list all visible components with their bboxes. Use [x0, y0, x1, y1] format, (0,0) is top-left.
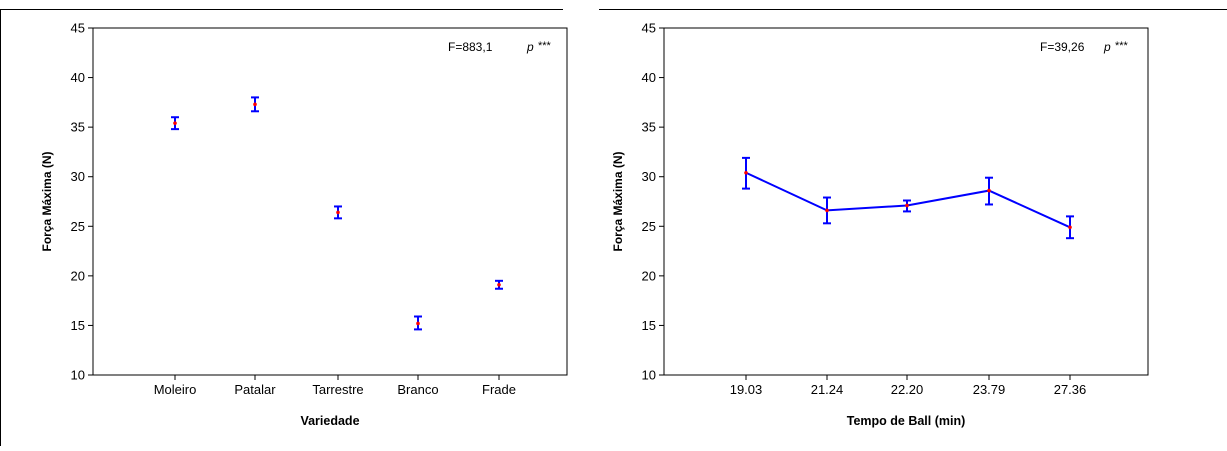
- x-axis-label: Tempo de Ball (min): [847, 414, 966, 428]
- y-tick-label: 20: [71, 268, 85, 283]
- data-point: [253, 102, 257, 107]
- data-point: [1068, 225, 1072, 230]
- y-tick-label: 45: [642, 21, 656, 36]
- x-tick-label: Tarrestre: [312, 382, 363, 397]
- plot-area: [92, 27, 568, 376]
- x-tick-label: 27.36: [1054, 382, 1087, 397]
- y-axis-label: Força Máxima (N): [611, 151, 625, 251]
- y-axis: 10 15 20 25 30 35 40 45: [71, 21, 93, 383]
- y-tick-label: 40: [642, 70, 656, 85]
- y-axis-label: Força Máxima (N): [40, 151, 54, 251]
- p-label: p: [1103, 40, 1111, 54]
- data-marks: [171, 96, 503, 331]
- y-tick-label: 35: [642, 120, 656, 135]
- x-axis-label: Variedade: [300, 414, 359, 428]
- y-tick-label: 30: [642, 169, 656, 184]
- x-tick-label: 23.79: [973, 382, 1006, 397]
- f-statistic: F=883,1: [448, 40, 493, 54]
- x-tick-label: 19.03: [730, 382, 763, 397]
- data-point: [336, 210, 340, 215]
- y-tick-label: 25: [642, 219, 656, 234]
- f-statistic: F=39,26: [1040, 40, 1085, 54]
- x-tick-label: 21.24: [811, 382, 844, 397]
- chart-panel-tempo-de-ball: 10 15 20 25 30 35 40 45 19.03 21.24 22.20 23.79 27.…: [611, 21, 1149, 428]
- x-tick-label: Moleiro: [154, 382, 197, 397]
- x-tick-label: Branco: [397, 382, 438, 397]
- y-tick-label: 10: [642, 368, 656, 383]
- data-point: [825, 208, 829, 213]
- significance-stars: ***: [538, 40, 552, 52]
- y-tick-label: 45: [71, 21, 85, 36]
- p-label: p: [526, 40, 534, 54]
- x-tick-label: Patalar: [234, 382, 276, 397]
- data-point: [497, 282, 501, 287]
- significance-stars: ***: [1115, 40, 1129, 52]
- plot-area: [663, 27, 1149, 376]
- y-tick-label: 30: [71, 169, 85, 184]
- y-tick-label: 35: [71, 120, 85, 135]
- y-tick-label: 20: [642, 268, 656, 283]
- x-axis: Moleiro Patalar Tarrestre Branco Frade: [154, 375, 516, 397]
- x-axis: 19.03 21.24 22.20 23.79 27.36: [730, 375, 1087, 397]
- y-tick-label: 25: [71, 219, 85, 234]
- chart-panel-variedade: 10 15 20 25 30 35 40 45 Moleiro Patalar Tarrestre…: [40, 21, 568, 428]
- x-tick-label: 22.20: [891, 382, 924, 397]
- stat-annotation: F=39,26 p ***: [1040, 40, 1129, 54]
- y-tick-label: 15: [642, 318, 656, 333]
- y-tick-label: 40: [71, 70, 85, 85]
- data-point: [905, 203, 909, 208]
- data-point: [416, 321, 420, 326]
- x-tick-label: Frade: [482, 382, 516, 397]
- stat-annotation: F=883,1 p ***: [448, 40, 552, 54]
- y-tick-label: 10: [71, 368, 85, 383]
- data-point: [173, 121, 177, 125]
- data-marks: [742, 156, 1074, 240]
- data-point: [744, 170, 748, 175]
- data-point: [987, 188, 991, 193]
- y-tick-label: 15: [71, 318, 85, 333]
- y-axis: 10 15 20 25 30 35 40 45: [642, 21, 664, 383]
